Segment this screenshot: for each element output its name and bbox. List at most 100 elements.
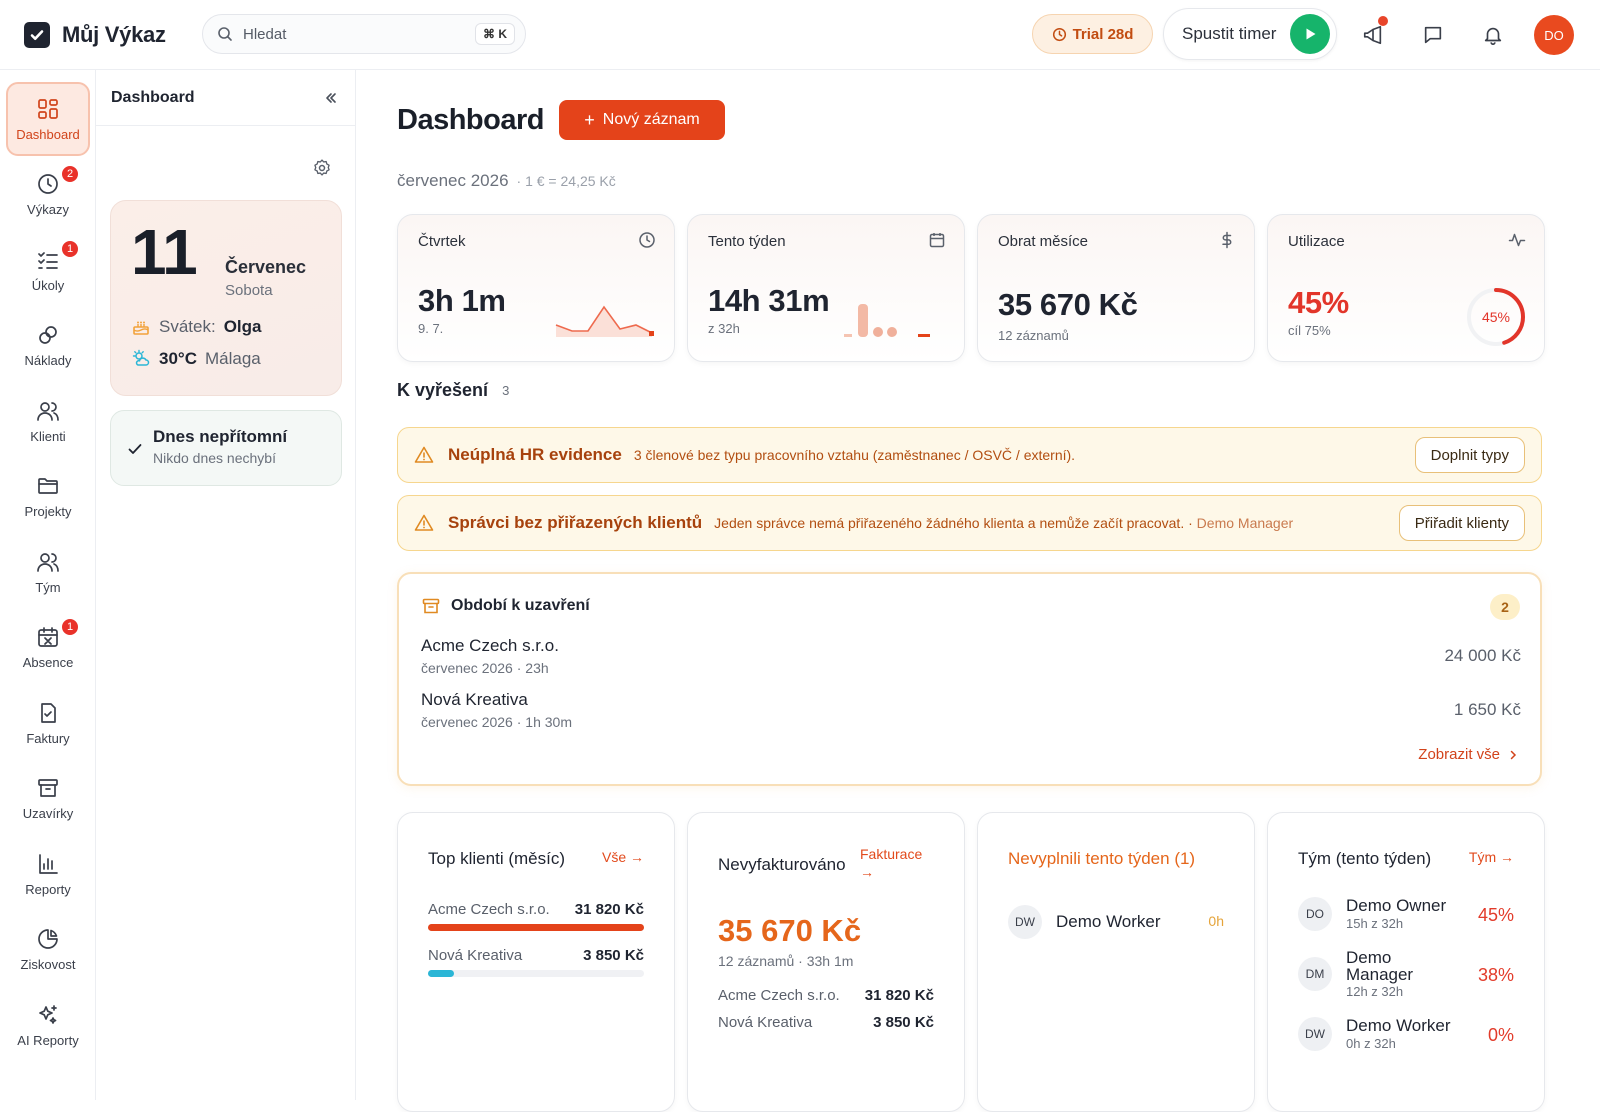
period-month: červenec 2026	[397, 171, 509, 190]
city: Málaga	[204, 349, 261, 368]
message-icon	[1424, 26, 1442, 44]
fill-types-button[interactable]: Doplnit typy	[1414, 437, 1525, 473]
stat-sub: 12 záznamů	[998, 328, 1069, 343]
notification-dot	[1378, 16, 1388, 26]
rail-label: Projekty	[24, 504, 72, 519]
unbilled-client: Nová Kreativa	[718, 1014, 813, 1031]
stat-card-revenue[interactable]: Obrat měsíce 35 670 Kč 12 záznamů	[977, 214, 1255, 362]
rail-label: Tým	[35, 579, 61, 595]
unbilled-client: Acme Czech s.r.o.	[718, 987, 840, 1004]
member-hours: 12h z 32h	[1346, 984, 1404, 999]
rail-item-absence[interactable]: Absence 1	[6, 611, 90, 685]
top-clients-card: Top klienti (měsíc) Vše → Acme Czech s.r…	[397, 812, 675, 1112]
day-number: 11	[131, 216, 198, 288]
stat-sub: cíl 75%	[1288, 323, 1331, 338]
member-hours: 15h z 32h	[1346, 916, 1404, 931]
alert-description: 3 členové bez typu pracovního vztahu (za…	[634, 447, 1415, 463]
rail-item-výkazy[interactable]: Výkazy 2	[6, 158, 90, 232]
rail-item-ziskovost[interactable]: Ziskovost	[6, 913, 90, 987]
manager-link[interactable]: Demo Manager	[1196, 515, 1294, 531]
team-row[interactable]: DO Demo Owner 15h z 32h 45%	[1298, 893, 1514, 937]
periods-title: Období k uzavření	[451, 597, 590, 614]
assign-clients-button[interactable]: Přiřadit klienty	[1398, 505, 1525, 541]
rail-label: Reporty	[25, 881, 71, 897]
unbilled-value: 3 850 Kč	[873, 1014, 934, 1031]
client-bar	[428, 924, 644, 931]
side-rail: Dashboard Výkazy 2 Úkoly 1 Náklady Klienti Proj…	[0, 70, 96, 1100]
archive-icon	[38, 779, 58, 797]
show-all-link[interactable]: Zobrazit vše	[1418, 746, 1518, 763]
client-bar-fill	[428, 924, 644, 931]
coins-icon	[39, 326, 57, 344]
member-avatar: DW	[1298, 1017, 1332, 1051]
absent-title: Dnes nepřítomní	[153, 427, 288, 446]
period-row[interactable]: Acme Czech s.r.o. červenec 2026 · 23h 24…	[421, 636, 1521, 676]
rail-item-uzavírky[interactable]: Uzavírky	[6, 762, 90, 836]
settings-gear-icon[interactable]	[312, 158, 332, 178]
stat-sub: z 32h	[708, 321, 740, 336]
rail-item-klienti[interactable]: Klienti	[6, 384, 90, 458]
rail-label: Výkazy	[27, 202, 69, 217]
stat-value: 45%	[1288, 285, 1349, 320]
start-timer-button[interactable]: Spustit timer	[1163, 8, 1337, 60]
trial-badge[interactable]: Trial 28d	[1032, 14, 1153, 54]
period-amount: 24 000 Kč	[1444, 646, 1521, 665]
stat-label: Obrat měsíce	[998, 233, 1089, 250]
not-filled-row[interactable]: DW Demo Worker 0h	[1008, 901, 1224, 945]
collapse-icon[interactable]	[323, 90, 339, 106]
worker-hours: 0h	[1208, 913, 1224, 929]
card-title: Nevyfakturováno	[718, 855, 846, 874]
rail-item-tým[interactable]: Tým	[6, 535, 90, 609]
period-row[interactable]: Nová Kreativa červenec 2026 · 1h 30m 1 6…	[421, 690, 1521, 730]
rail-item-faktury[interactable]: Faktury	[6, 686, 90, 760]
dashboard-icon	[38, 98, 58, 119]
member-percent: 45%	[1477, 905, 1514, 925]
new-entry-label: Nový záznam	[602, 111, 700, 128]
rail-item-úkoly[interactable]: Úkoly 1	[6, 233, 90, 307]
team-row[interactable]: DM Demo Manager 12h z 32h 38%	[1298, 949, 1514, 999]
messages-button[interactable]	[1420, 22, 1446, 48]
stat-card-week[interactable]: Tento týden 14h 31m z 32h	[687, 214, 965, 362]
stat-card-today[interactable]: Čtvrtek 3h 1m 9. 7.	[397, 214, 675, 362]
billing-link[interactable]: Fakturace →	[860, 846, 923, 880]
check-logo-icon	[24, 22, 50, 48]
notifications-button[interactable]	[1480, 22, 1506, 48]
activity-icon	[1508, 233, 1526, 247]
rail-label: Náklady	[24, 353, 72, 368]
search-input[interactable]: Hledat ⌘ K	[202, 14, 526, 54]
team-link[interactable]: Tým →	[1468, 849, 1514, 865]
client-row[interactable]: Acme Czech s.r.o. 31 820 Kč	[428, 901, 644, 918]
invoice-icon	[41, 702, 56, 723]
member-percent: 38%	[1477, 965, 1514, 985]
rail-label: Uzavírky	[22, 806, 74, 821]
all-link[interactable]: Vše →	[601, 849, 644, 865]
rail-item-dashboard[interactable]: Dashboard	[6, 82, 90, 156]
app-logo[interactable]: Můj Výkaz	[24, 22, 166, 48]
rail-label: Ziskovost	[20, 957, 76, 972]
unbilled-card: Nevyfakturováno Fakturace → 35 670 Kč 12…	[687, 812, 965, 1112]
new-entry-button[interactable]: + Nový záznam	[559, 100, 725, 140]
team-row[interactable]: DW Demo Worker 0h z 32h 0%	[1298, 1013, 1514, 1057]
calendar-icon	[929, 233, 945, 248]
search-icon	[218, 27, 232, 41]
rail-label: Faktury	[26, 730, 70, 746]
bell-icon	[1484, 27, 1502, 45]
clock-icon	[1052, 27, 1066, 41]
rail-badge: 1	[60, 616, 80, 637]
alert-title: Neúplná HR evidence	[448, 445, 622, 464]
rail-item-náklady[interactable]: Náklady	[6, 309, 90, 383]
announcements-button[interactable]	[1360, 16, 1388, 48]
client-row[interactable]: Nová Kreativa 3 850 Kč	[428, 947, 644, 964]
weekday-name: Sobota	[225, 282, 273, 299]
tasks-icon	[38, 251, 58, 269]
user-avatar[interactable]: DO	[1534, 15, 1574, 55]
bar-chart-icon	[39, 853, 58, 874]
top-bar: Můj Výkaz Hledat ⌘ K Trial 28d Spustit t…	[0, 0, 1600, 70]
unbilled-value: 31 820 Kč	[864, 987, 934, 1004]
rail-item-projekty[interactable]: Projekty	[6, 460, 90, 534]
rail-item-reporty[interactable]: Reporty	[6, 837, 90, 911]
not-filled-card: Nevyplnili tento týden (1) DW Demo Worke…	[977, 812, 1255, 1112]
rail-item-ai-reporty[interactable]: AI Reporty	[6, 988, 90, 1062]
stat-card-utilization[interactable]: Utilizace 45% cíl 75% 45%	[1267, 214, 1545, 362]
client-bar	[428, 970, 644, 977]
